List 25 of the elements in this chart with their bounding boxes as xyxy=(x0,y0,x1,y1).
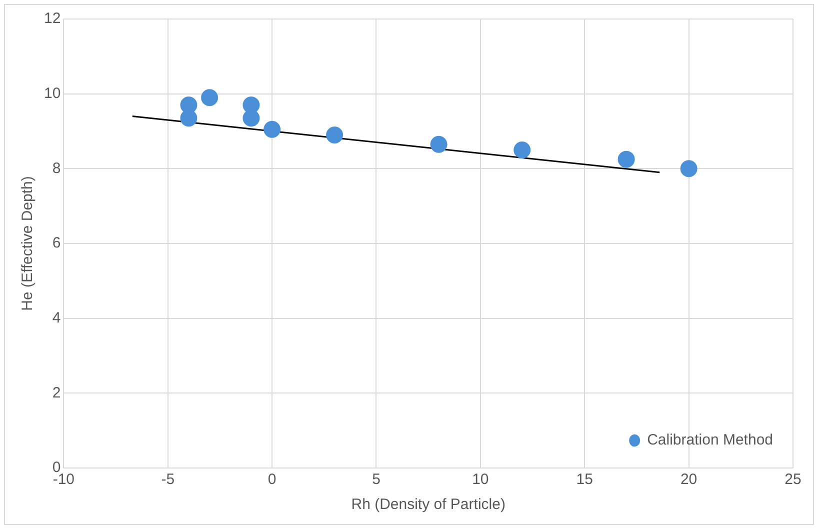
point xyxy=(180,110,198,127)
point xyxy=(264,120,281,138)
x-tick-label: 10 xyxy=(472,471,489,488)
x-tick-label: 5 xyxy=(372,471,380,488)
x-tick-label: -5 xyxy=(161,471,175,488)
y-tick-label: 8 xyxy=(52,160,61,177)
y-tick-label: 12 xyxy=(44,10,61,28)
x-tick-label: 15 xyxy=(576,471,593,488)
y-tick-label: 4 xyxy=(52,309,61,326)
y-tick-label: 2 xyxy=(52,384,61,402)
point xyxy=(618,150,635,168)
x-tick-label: 20 xyxy=(680,471,698,488)
y-axis-title: He (Effective Depth) xyxy=(19,176,36,311)
point xyxy=(680,160,698,178)
point xyxy=(514,141,531,158)
y-tick-label: 6 xyxy=(52,234,61,252)
x-tick-label: 0 xyxy=(268,471,276,488)
legend-label: Calibration Method xyxy=(647,432,774,449)
point xyxy=(326,126,344,144)
point xyxy=(242,110,260,127)
point xyxy=(201,89,218,106)
x-axis-title: Rh (Density of Particle) xyxy=(351,496,506,514)
x-tick-label: 25 xyxy=(784,471,802,488)
y-tick-label: 10 xyxy=(44,84,61,102)
point xyxy=(430,136,448,153)
